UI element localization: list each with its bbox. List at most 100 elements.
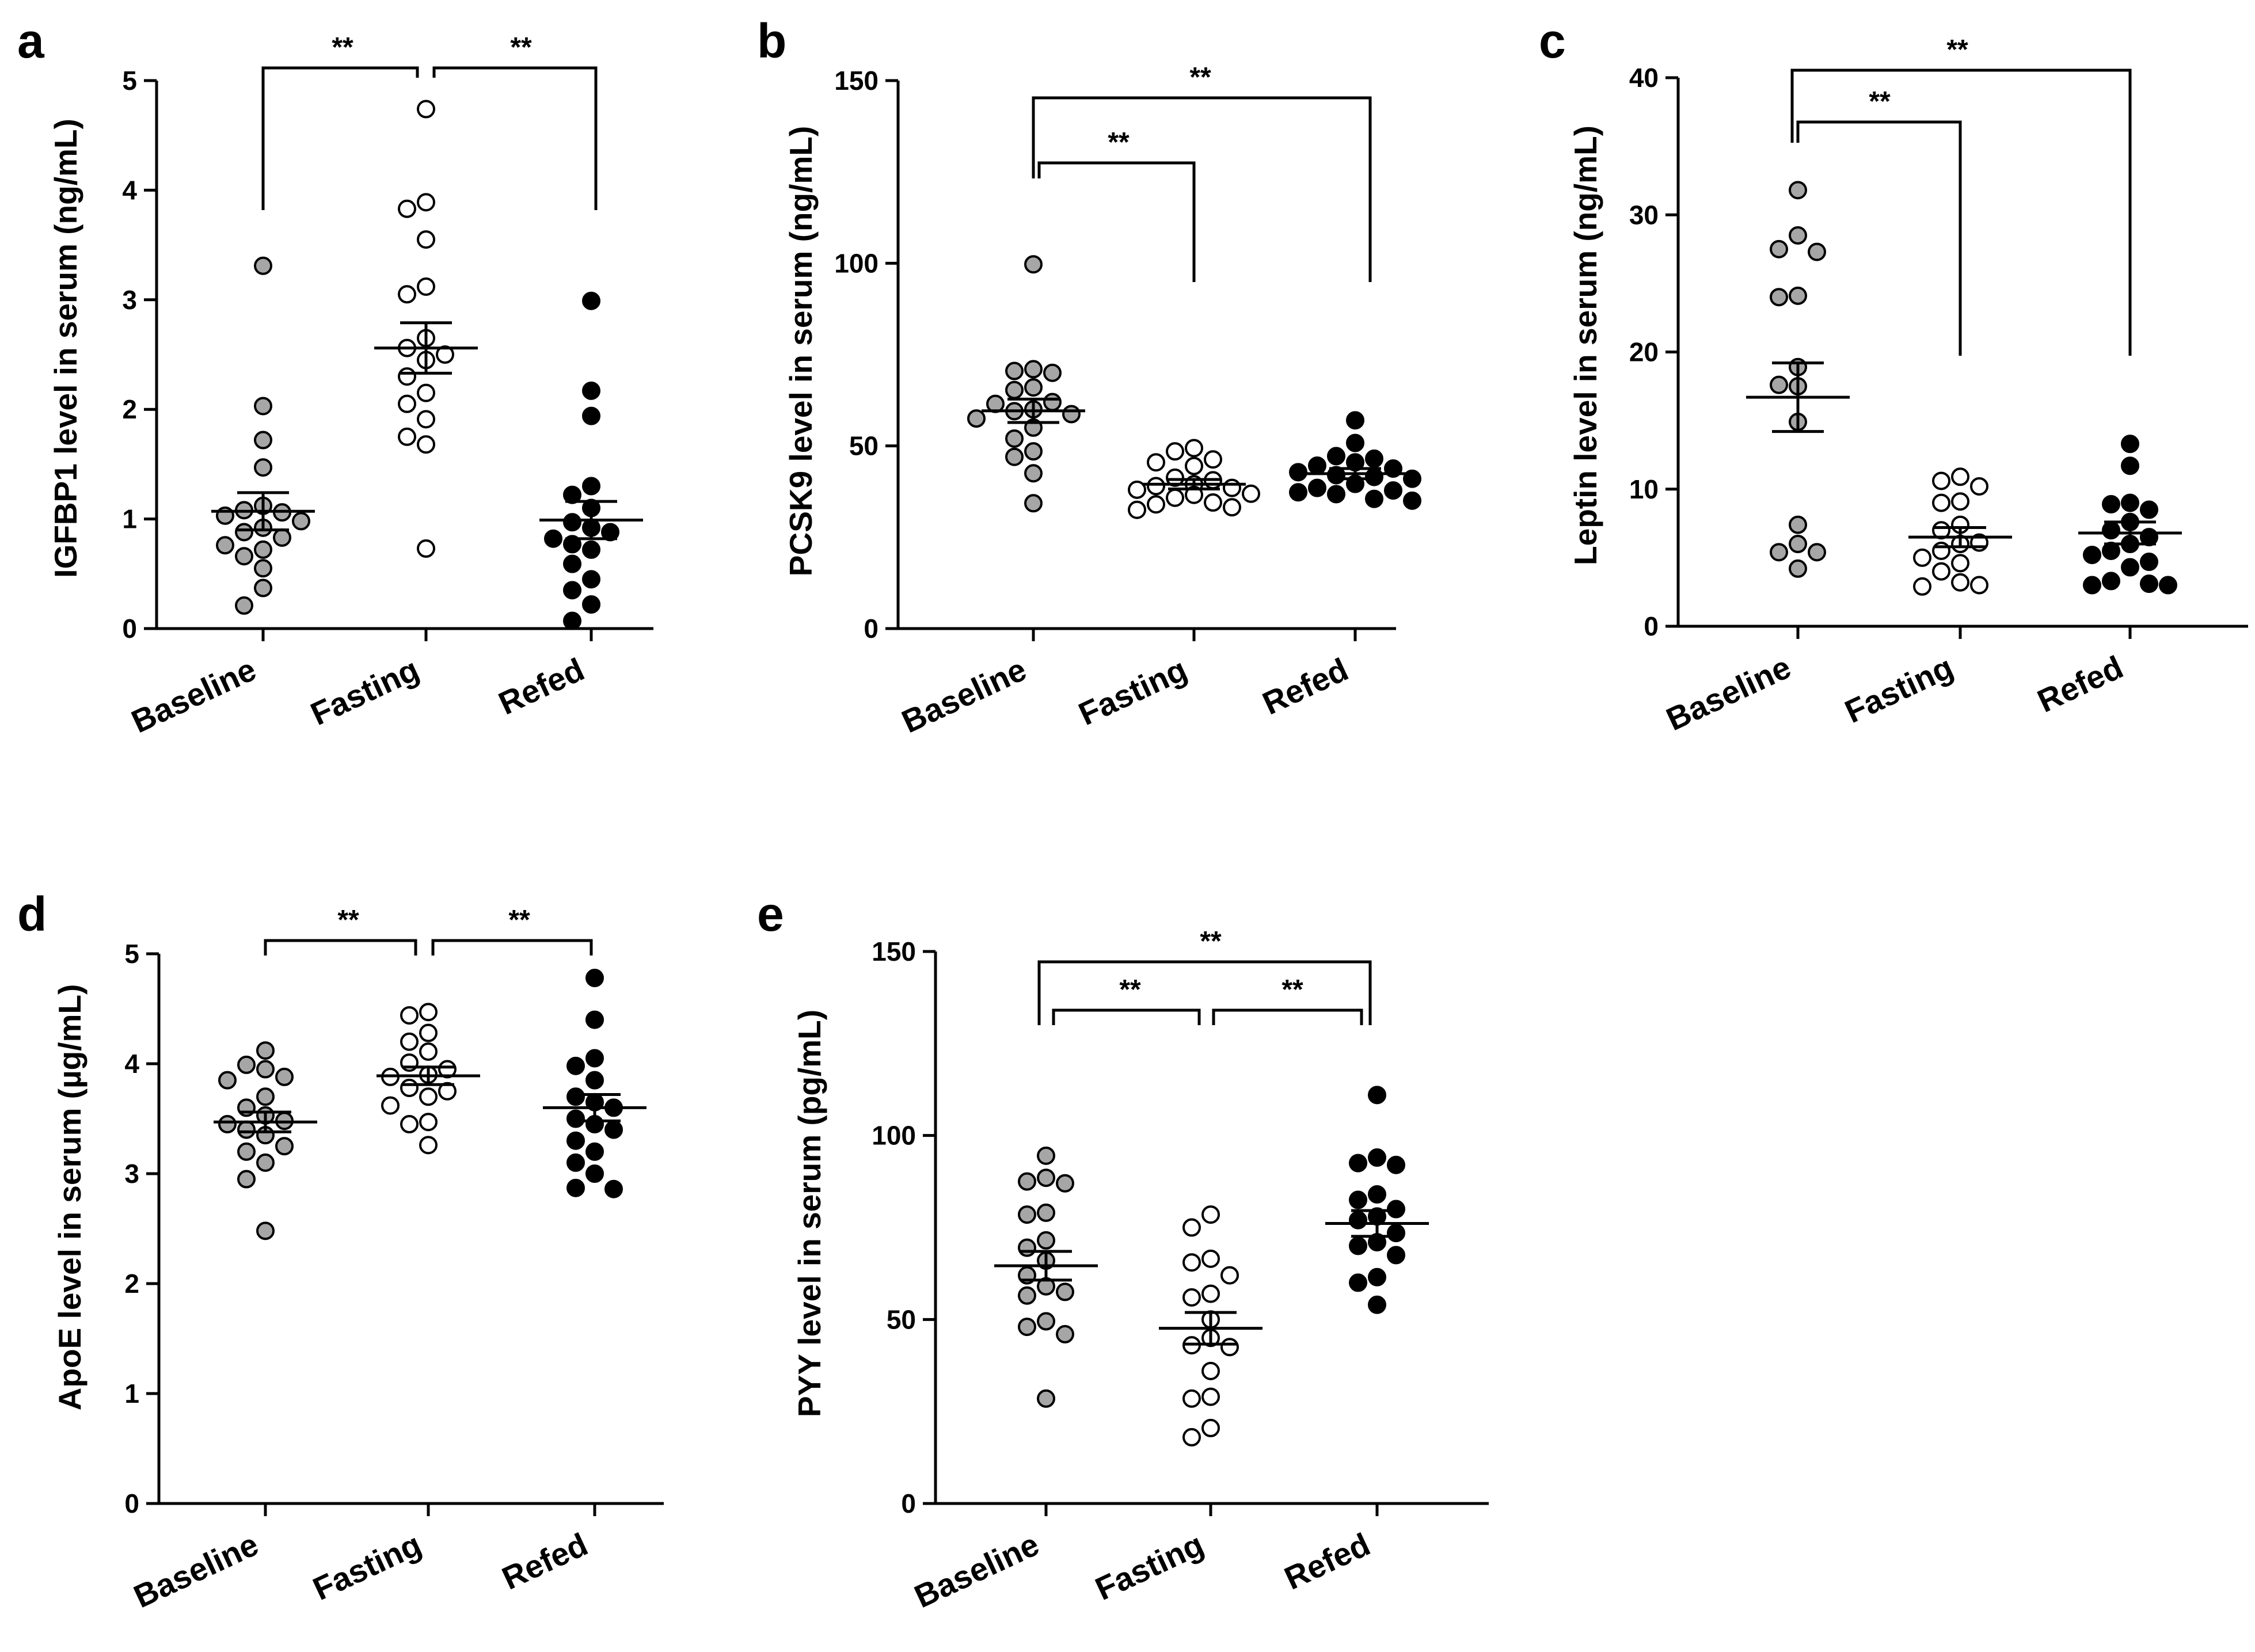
data-point (398, 285, 416, 304)
data-point (1932, 493, 1950, 512)
data-point (1201, 1284, 1220, 1303)
data-point (1349, 1236, 1367, 1255)
data-point (1043, 393, 1062, 412)
data-point (419, 1136, 438, 1155)
data-point (1327, 447, 1345, 466)
data-point (1018, 1318, 1036, 1337)
data-point (438, 1082, 457, 1101)
data-point (237, 1120, 256, 1139)
data-point (1403, 469, 1421, 488)
data-point (1185, 456, 1203, 475)
x-tick-label: Refed (493, 651, 590, 722)
data-point (585, 1010, 604, 1029)
data-point (1346, 433, 1364, 452)
data-point (1770, 375, 1788, 394)
significance-bracket (1790, 68, 2132, 356)
data-point (1770, 288, 1788, 307)
data-point (1043, 363, 1062, 382)
significance-bracket (1032, 96, 1372, 282)
data-point (1147, 477, 1165, 496)
data-point (2121, 456, 2139, 475)
data-point (2121, 435, 2139, 454)
data-point (967, 409, 986, 428)
data-point (1308, 478, 1326, 497)
panel-letter: c (1539, 14, 1566, 68)
significance-label: ** (1189, 62, 1211, 93)
significance-bracket (261, 66, 419, 210)
data-point (1056, 1282, 1074, 1301)
data-point (1005, 380, 1024, 399)
data-point (566, 1109, 585, 1128)
y-tick-label: 0 (901, 1489, 916, 1518)
x-tick-label: Fasting (305, 651, 424, 732)
data-point (1365, 489, 1383, 508)
data-point (2140, 574, 2158, 593)
data-point (1808, 242, 1826, 261)
significance-bracket (431, 939, 593, 956)
data-point (398, 367, 416, 386)
data-point (1166, 488, 1184, 507)
data-point (563, 581, 581, 600)
significance-bracket (264, 939, 417, 956)
data-point (419, 1113, 438, 1132)
data-point (1024, 464, 1043, 483)
data-point (400, 1115, 419, 1134)
data-point (1201, 1361, 1220, 1380)
data-point (566, 1087, 585, 1106)
y-tick-label: 4 (122, 175, 137, 205)
data-point (585, 1164, 604, 1183)
data-point (254, 458, 272, 477)
data-point (1220, 1338, 1239, 1357)
significance-bracket (432, 66, 598, 210)
data-point (1037, 1168, 1055, 1187)
data-point (398, 199, 416, 218)
data-point (1182, 1253, 1201, 1272)
y-tick-label: 50 (887, 1304, 916, 1334)
data-point (2102, 494, 2120, 513)
data-point (566, 1131, 585, 1150)
significance-label: ** (1119, 975, 1141, 1005)
data-point (1789, 515, 1807, 534)
data-point (1289, 483, 1307, 502)
data-point (275, 1137, 294, 1156)
significance-label: ** (1281, 975, 1303, 1005)
y-tick-label: 5 (124, 939, 139, 969)
data-point (400, 1006, 419, 1025)
significance-bracket (1037, 161, 1196, 282)
data-point (563, 513, 581, 532)
significance-bracket (1796, 120, 1962, 356)
data-point (273, 528, 291, 547)
data-point (563, 611, 581, 630)
data-point (1770, 543, 1788, 562)
data-point (1387, 1200, 1405, 1219)
data-point (417, 100, 435, 119)
data-point (1242, 484, 1260, 503)
data-point (1932, 541, 1950, 560)
data-point (2083, 546, 2101, 565)
panel-letter: e (757, 887, 784, 941)
data-point (1951, 554, 1969, 573)
data-point (1147, 453, 1165, 472)
significance-label: ** (1946, 35, 1968, 65)
data-point (563, 485, 581, 504)
data-point (585, 1049, 604, 1068)
data-point (254, 397, 272, 416)
data-point (417, 230, 435, 249)
data-point (254, 540, 272, 559)
data-point (1220, 1266, 1239, 1285)
data-point (1346, 411, 1364, 430)
data-point (582, 406, 600, 425)
x-tick-label: Baseline (909, 1526, 1044, 1615)
data-point (1037, 1312, 1055, 1331)
data-point (1204, 450, 1222, 469)
data-point (1789, 181, 1807, 200)
data-point (1005, 447, 1024, 466)
data-point (417, 410, 435, 429)
data-point (216, 536, 234, 555)
data-point (1970, 576, 1988, 595)
significance-label: ** (332, 32, 353, 63)
panel-c: c Leptin level in serum (ng/mL) 0 10 20 30 4… (1539, 14, 2248, 737)
data-point (237, 1142, 256, 1161)
y-tick-label: 3 (124, 1159, 139, 1189)
significance-label: ** (1108, 127, 1130, 158)
